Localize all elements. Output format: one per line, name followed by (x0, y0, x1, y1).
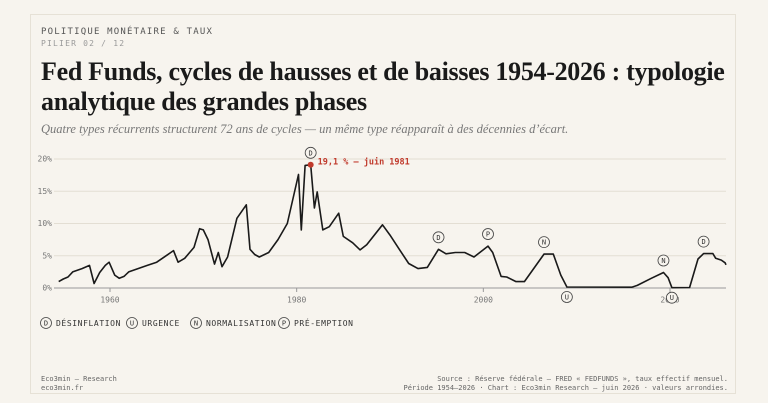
series-line (58, 164, 727, 289)
y-tick-label: 20% (38, 155, 53, 164)
phase-badge (538, 236, 550, 249)
phase-badge (190, 317, 202, 329)
chart-title: Fed Funds, cycles de hausses et de baiss… (41, 57, 725, 116)
chart-subtitle: Quatre types récurrents structurent 72 a… (41, 122, 569, 136)
phase-letter: U (565, 294, 569, 302)
x-tick-label: 2000 (474, 296, 493, 305)
x-tick-label: 1980 (287, 296, 306, 305)
kicker: POLITIQUE MONÉTAIRE & TAUX (41, 27, 214, 37)
phase-badge (482, 228, 494, 240)
phase-badge (126, 317, 138, 329)
y-tick-label: 5% (42, 251, 52, 260)
y-tick-label: 10% (38, 219, 53, 228)
phase-letter: P (282, 320, 286, 328)
phase-badge (697, 235, 710, 248)
phase-badge (560, 291, 573, 303)
x-tick-label: 1960 (100, 296, 119, 305)
phase-badge (40, 317, 52, 329)
phase-letter: D (309, 149, 313, 157)
phase-letter: D (44, 320, 48, 328)
phase-letter: D (436, 234, 440, 242)
footer-left: Eco3min — Research (41, 375, 117, 383)
phase-badge (665, 291, 678, 304)
phase-badge (432, 231, 445, 244)
phase-letter: N (661, 257, 665, 265)
phase-letter: P (486, 231, 490, 239)
y-tick-label: 15% (38, 187, 53, 196)
legend-label: DÉSINFLATION (56, 317, 121, 328)
phase-letter: U (130, 320, 134, 328)
phase-letter: N (194, 320, 198, 328)
pillar: PILIER 02 / 12 (41, 39, 126, 48)
y-tick-label: 0% (42, 284, 52, 293)
footer-right: Période 1954–2026 · Chart : Eco3min Rese… (403, 384, 728, 392)
footer-right: Source : Réserve fédérale — FRED « FEDFU… (437, 375, 728, 383)
phase-badge (304, 146, 317, 159)
frame (30, 14, 736, 394)
phase-letter: N (542, 239, 546, 247)
phase-letter: D (701, 238, 705, 246)
annotation-dot (307, 161, 314, 168)
annotation-label: 19,1 % — juin 1981 (318, 156, 410, 167)
legend-label: NORMALISATION (206, 319, 276, 328)
phase-badge (278, 317, 290, 329)
legend-label: PRÉ-EMPTION (294, 317, 354, 328)
phase-badge (657, 254, 670, 267)
footer-left: eco3min.fr (41, 384, 83, 392)
phase-letter: U (670, 294, 674, 302)
legend-label: URGENCE (142, 319, 180, 328)
